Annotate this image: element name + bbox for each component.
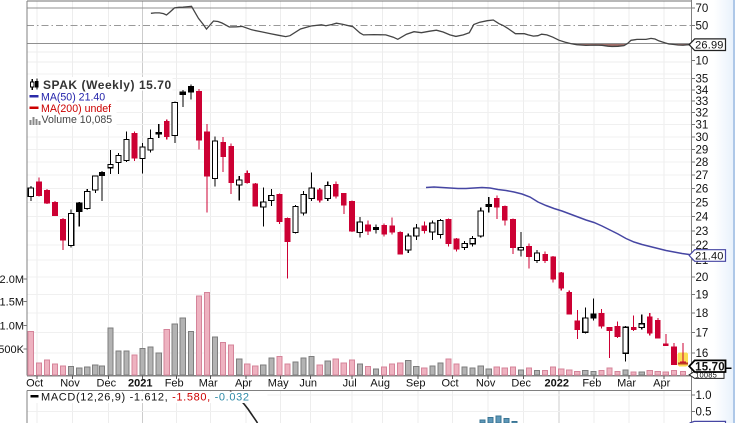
svg-text:30: 30 xyxy=(696,132,709,144)
svg-text:May: May xyxy=(268,378,289,390)
svg-text:MACD(12,26,9) -1.612, -1.580,: MACD(12,26,9) -1.612, -1.580, -0.032 xyxy=(41,392,250,404)
svg-text:26.99: 26.99 xyxy=(695,40,724,52)
svg-text:Apr: Apr xyxy=(235,378,252,390)
svg-text:19: 19 xyxy=(696,290,709,302)
svg-text:15.70: 15.70 xyxy=(695,361,725,373)
svg-text:28: 28 xyxy=(696,157,709,169)
svg-text:16: 16 xyxy=(696,348,709,360)
svg-text:27: 27 xyxy=(696,170,709,182)
svg-text:Nov: Nov xyxy=(476,378,496,390)
svg-text:18: 18 xyxy=(696,308,709,320)
svg-text:1.0M: 1.0M xyxy=(0,320,24,332)
svg-text:50: 50 xyxy=(696,21,709,33)
svg-text:Jul: Jul xyxy=(343,378,357,390)
svg-text:MA(50) 21.40: MA(50) 21.40 xyxy=(41,91,105,103)
svg-text:20: 20 xyxy=(696,272,709,284)
svg-text:Sep: Sep xyxy=(406,378,426,390)
svg-text:Mar: Mar xyxy=(617,378,636,390)
svg-text:500K: 500K xyxy=(0,344,25,356)
svg-text:Dec: Dec xyxy=(511,378,531,390)
svg-text:31: 31 xyxy=(696,120,709,132)
svg-text:34: 34 xyxy=(696,85,709,97)
svg-text:10085: 10085 xyxy=(695,371,717,380)
svg-text:0.5: 0.5 xyxy=(696,407,712,419)
svg-text:22: 22 xyxy=(696,240,709,252)
svg-text:Feb: Feb xyxy=(582,378,601,390)
svg-text:Apr: Apr xyxy=(653,378,670,390)
svg-text:32: 32 xyxy=(696,108,709,120)
svg-text:1.5M: 1.5M xyxy=(0,296,24,308)
svg-text:2022: 2022 xyxy=(545,378,569,390)
svg-text:25: 25 xyxy=(696,198,709,210)
svg-text:2021: 2021 xyxy=(128,378,152,390)
svg-text:Oct: Oct xyxy=(26,378,43,390)
svg-text:SPAK (Weekly) 15.70: SPAK (Weekly) 15.70 xyxy=(43,78,172,92)
svg-text:Feb: Feb xyxy=(165,378,184,390)
svg-text:Oct: Oct xyxy=(441,378,458,390)
svg-text:24: 24 xyxy=(696,211,709,223)
svg-text:Aug: Aug xyxy=(370,378,390,390)
svg-text:35: 35 xyxy=(696,74,709,86)
svg-text:MA(200) undef: MA(200) undef xyxy=(41,103,111,115)
svg-text:Nov: Nov xyxy=(60,378,80,390)
svg-text:29: 29 xyxy=(696,144,709,156)
svg-text:1.0: 1.0 xyxy=(696,390,712,402)
svg-text:21.40: 21.40 xyxy=(695,250,724,262)
svg-text:Volume 10,085: Volume 10,085 xyxy=(42,114,113,126)
svg-text:26: 26 xyxy=(696,184,709,196)
svg-text:17: 17 xyxy=(696,328,709,340)
svg-text:Jun: Jun xyxy=(299,378,317,390)
svg-text:Dec: Dec xyxy=(97,378,117,390)
svg-text:33: 33 xyxy=(696,96,709,108)
svg-text:23: 23 xyxy=(696,226,709,238)
svg-text:70: 70 xyxy=(696,3,709,15)
svg-text:Mar: Mar xyxy=(199,378,218,390)
svg-text:2.0M: 2.0M xyxy=(0,274,24,286)
svg-text:10: 10 xyxy=(696,55,709,67)
